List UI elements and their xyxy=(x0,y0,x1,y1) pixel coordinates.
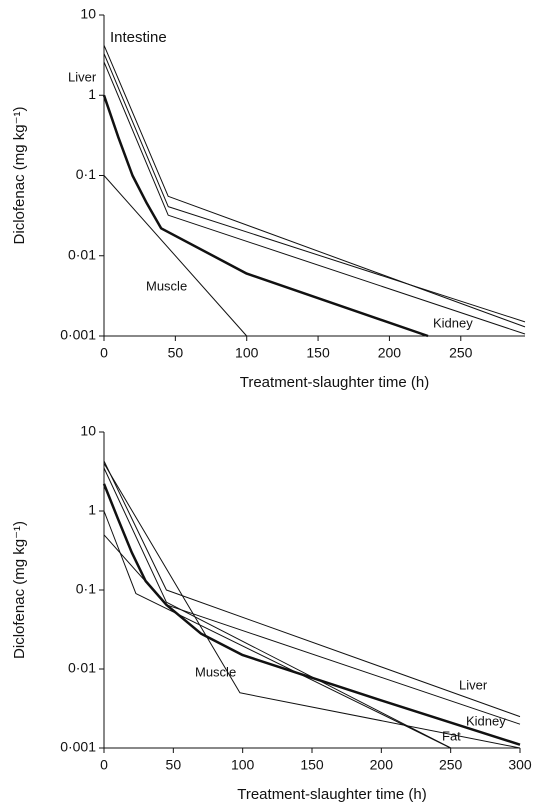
x-tick-label: 250 xyxy=(439,757,463,773)
series-line xyxy=(103,534,521,725)
y-tick-label: 0·001 xyxy=(60,739,96,755)
series-label: Kidney xyxy=(466,713,506,728)
series-line xyxy=(102,94,429,338)
series-line xyxy=(103,460,521,718)
x-tick-label: 100 xyxy=(231,757,255,773)
x-tick-label: 200 xyxy=(370,757,394,773)
series-label: Kidney xyxy=(433,315,473,330)
y-tick-label: 0·1 xyxy=(76,166,96,182)
series-line xyxy=(103,61,526,335)
y-tick-label: 10 xyxy=(80,423,96,439)
y-tick-label: 10 xyxy=(80,6,96,22)
series-line xyxy=(102,483,521,746)
series-label: Liver xyxy=(459,677,488,692)
x-tick-label: 50 xyxy=(168,345,184,361)
y-tick-label: 1 xyxy=(88,502,96,518)
series-label: Liver xyxy=(68,69,97,84)
y-tick-label: 0·1 xyxy=(76,581,96,597)
x-tick-label: 150 xyxy=(306,345,330,361)
x-tick-label: 100 xyxy=(235,345,259,361)
x-tick-label: 150 xyxy=(300,757,324,773)
x-tick-label: 50 xyxy=(166,757,182,773)
x-axis-label: Treatment-slaughter time (h) xyxy=(237,786,427,803)
x-tick-label: 0 xyxy=(100,757,108,773)
series-label: Muscle xyxy=(195,664,236,679)
x-tick-label: 300 xyxy=(508,757,532,773)
series-line xyxy=(103,467,451,749)
series-label: Muscle xyxy=(146,278,187,293)
series-label: Fat xyxy=(442,728,461,743)
x-tick-label: 0 xyxy=(100,345,108,361)
y-tick-label: 0·01 xyxy=(68,660,96,676)
y-axis-label: Diclofenac (mg kg⁻¹) xyxy=(11,521,28,659)
y-tick-label: 1 xyxy=(88,86,96,102)
y-axis-label: Diclofenac (mg kg⁻¹) xyxy=(11,107,28,245)
series-line xyxy=(103,175,248,337)
x-tick-label: 200 xyxy=(378,345,402,361)
series-line xyxy=(103,463,521,749)
y-tick-label: 0·01 xyxy=(68,246,96,262)
x-tick-label: 250 xyxy=(449,345,473,361)
series-label: Intestine xyxy=(110,29,167,46)
x-axis-label: Treatment-slaughter time (h) xyxy=(240,374,430,391)
y-tick-label: 0·001 xyxy=(60,327,96,343)
series-line xyxy=(103,53,526,323)
series-line xyxy=(103,510,451,749)
